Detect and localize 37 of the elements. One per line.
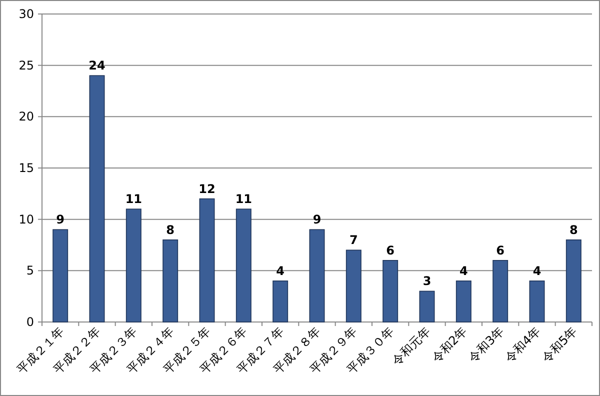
bar <box>89 75 105 322</box>
bar <box>456 280 472 322</box>
data-label: 9 <box>312 212 322 227</box>
bar <box>529 280 545 322</box>
bar <box>309 229 325 322</box>
data-label: 11 <box>125 192 142 206</box>
data-label: 12 <box>198 182 216 196</box>
data-label: 6 <box>386 243 395 258</box>
y-tick-label: 30 <box>18 7 34 21</box>
data-label: 11 <box>235 192 252 206</box>
bar <box>382 260 398 322</box>
data-label: 4 <box>276 264 285 278</box>
data-label: 8 <box>569 222 578 237</box>
data-label: 3 <box>422 274 432 288</box>
y-tick-label: 15 <box>18 161 34 175</box>
bar <box>199 198 215 322</box>
bar <box>272 280 288 322</box>
bar <box>52 229 68 322</box>
bar <box>566 239 582 322</box>
bar <box>346 250 362 322</box>
bar <box>492 260 508 322</box>
y-tick-label: 0 <box>26 315 34 329</box>
data-label: 6 <box>496 243 505 258</box>
data-label: 4 <box>459 264 468 278</box>
bar <box>419 290 435 322</box>
data-label: 8 <box>166 222 175 237</box>
bar <box>236 208 252 322</box>
data-label: 4 <box>532 264 542 278</box>
data-label: 9 <box>56 212 65 227</box>
data-label: 24 <box>88 58 106 73</box>
data-label: 7 <box>349 233 358 248</box>
y-tick-label: 20 <box>18 110 34 124</box>
y-tick-label: 25 <box>18 58 34 72</box>
bar <box>162 239 178 322</box>
y-tick-label: 5 <box>26 264 34 278</box>
y-tick-label: 10 <box>18 212 34 226</box>
bar <box>126 208 142 322</box>
